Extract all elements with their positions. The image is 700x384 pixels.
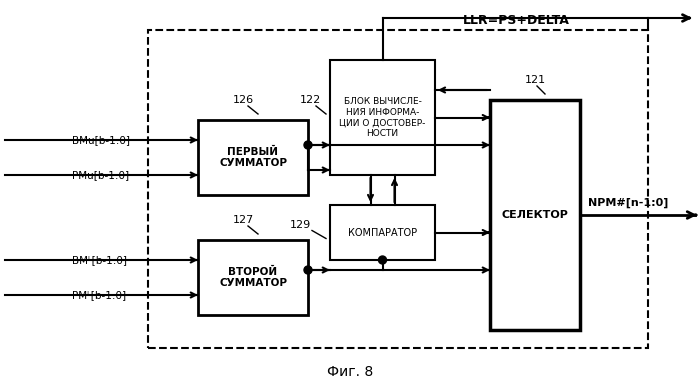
Bar (330, 60, 435, 175)
Circle shape (304, 141, 312, 149)
Text: NPM#[n-1:0]: NPM#[n-1:0] (588, 198, 668, 208)
Text: 122: 122 (300, 95, 321, 105)
Text: СЕЛЕКТОР: СЕЛЕКТОР (502, 210, 568, 220)
Text: БЛОК ВЫЧИСЛЕ-
НИЯ ИНФОРМА-
ЦИИ О ДОСТОВЕР-
НОСТИ: БЛОК ВЫЧИСЛЕ- НИЯ ИНФОРМА- ЦИИ О ДОСТОВЕ… (340, 98, 426, 137)
Text: 129: 129 (289, 220, 311, 230)
Text: КОМПАРАТОР: КОМПАРАТОР (348, 227, 417, 237)
Bar (198, 120, 308, 195)
Text: 126: 126 (232, 95, 253, 105)
Circle shape (304, 266, 312, 274)
Text: 121: 121 (524, 75, 545, 85)
Text: PMᴸ[b-1:0]: PMᴸ[b-1:0] (72, 290, 126, 300)
Text: BMu[b-1:0]: BMu[b-1:0] (72, 135, 130, 145)
Bar (198, 240, 308, 315)
Text: 127: 127 (232, 215, 253, 225)
Text: ПЕРВЫЙ
СУММАТОР: ПЕРВЫЙ СУММАТОР (219, 147, 287, 168)
Circle shape (379, 256, 386, 264)
Bar (330, 205, 435, 260)
Text: PMu[b-1:0]: PMu[b-1:0] (72, 170, 129, 180)
Text: BMᴸ[b-1:0]: BMᴸ[b-1:0] (72, 255, 127, 265)
Text: ВТОРОЙ
СУММАТОР: ВТОРОЙ СУММАТОР (219, 266, 287, 288)
Text: LLR=PS+DELTA: LLR=PS+DELTA (463, 13, 569, 26)
Bar (148, 30, 648, 348)
Bar (490, 100, 580, 330)
Text: Фиг. 8: Фиг. 8 (327, 365, 373, 379)
